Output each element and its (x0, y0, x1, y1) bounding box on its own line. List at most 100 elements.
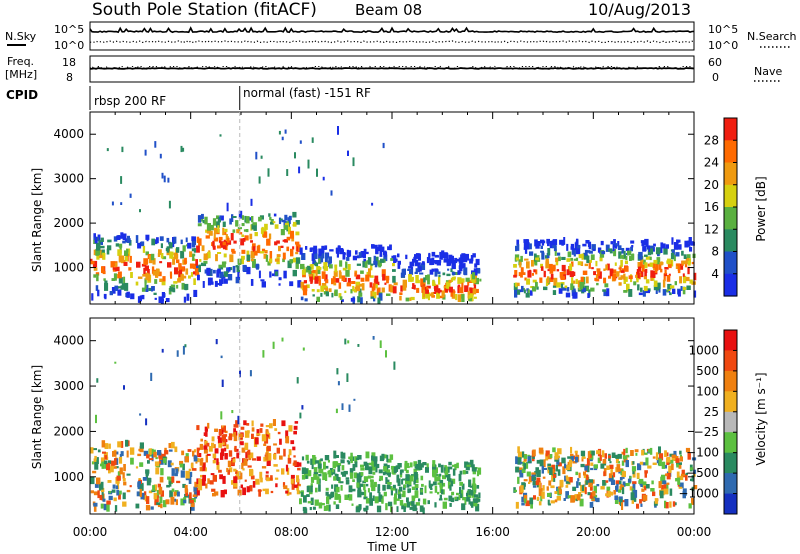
echo-pixel (612, 243, 615, 252)
echo-pixel (532, 279, 537, 283)
echo-pixel (188, 275, 191, 279)
echo-pixel (682, 286, 686, 295)
echo-pixel (444, 470, 449, 475)
echo-pixel (211, 488, 216, 492)
echo-pixel (420, 489, 423, 493)
echo-pixel (384, 282, 387, 285)
echo-pixel (646, 288, 651, 292)
echo-pixel (367, 475, 372, 479)
echo-pixel (143, 267, 146, 276)
echo-pixel (363, 258, 366, 262)
echo-pixel (118, 490, 122, 495)
echo-pixel (318, 258, 321, 264)
echo-pixel (208, 446, 213, 452)
echo-pixel (199, 466, 204, 472)
echo-pixel (193, 236, 196, 242)
echo-pixel (679, 456, 683, 462)
echo-pixel (623, 290, 628, 293)
echo-pixel (408, 266, 413, 269)
echo-pixel (324, 274, 328, 282)
echo-pixel (670, 252, 675, 260)
freq-strip: Freq. [MHz] 18 8 60 0 Nave (5, 55, 782, 84)
echo-pixel (370, 479, 374, 488)
echo-pixel (118, 492, 121, 500)
echo-pixel (377, 260, 382, 267)
echo-pixel (429, 293, 433, 297)
echo-pixel (648, 246, 652, 252)
echo-pixel (588, 259, 592, 263)
echo-pixel (409, 462, 413, 468)
echo-pixel (171, 476, 175, 483)
echo-pixel (322, 176, 325, 181)
echo-pixel (180, 274, 184, 281)
echo-pixel (545, 450, 550, 457)
echo-pixel (148, 458, 154, 461)
echo-pixel (546, 238, 550, 244)
echo-pixel (221, 277, 224, 284)
echo-pixel (151, 454, 154, 462)
echo-pixel (271, 273, 275, 277)
colorbar-tick-label: 20 (704, 178, 719, 192)
echo-pixel (625, 483, 630, 487)
echo-pixel (395, 488, 398, 495)
echo-pixel (145, 504, 151, 511)
echo-pixel (337, 463, 342, 466)
echo-pixel (445, 474, 450, 478)
echo-pixel (286, 236, 291, 241)
echo-pixel (478, 467, 482, 475)
echo-pixel (231, 433, 234, 437)
echo-pixel (376, 287, 381, 296)
echo-pixel (556, 269, 560, 272)
echo-pixel (520, 485, 524, 493)
echo-pixel (169, 490, 173, 498)
echo-pixel (652, 262, 656, 269)
echo-pixel (218, 469, 222, 473)
echo-pixel (374, 256, 379, 264)
echo-pixel (361, 491, 365, 496)
echo-pixel (650, 488, 655, 492)
echo-pixel (399, 470, 403, 475)
echo-pixel (451, 491, 455, 496)
echo-pixel (671, 259, 674, 267)
echo-pixel (358, 288, 362, 296)
echo-pixel (100, 245, 105, 249)
echo-pixel (346, 257, 350, 261)
echo-pixel (538, 501, 542, 506)
echo-pixel (184, 456, 189, 463)
echo-pixel (432, 481, 437, 486)
echo-pixel (515, 245, 517, 252)
echo-pixel (284, 214, 288, 221)
echo-pixel (580, 484, 583, 492)
echo-pixel (362, 260, 365, 268)
echo-pixel (611, 452, 616, 458)
echo-pixel (520, 461, 523, 464)
echo-pixel (357, 344, 360, 347)
echo-pixel (581, 287, 586, 293)
echo-pixel (525, 462, 529, 469)
echo-pixel (372, 283, 376, 291)
echo-pixel (192, 255, 195, 261)
echo-pixel (689, 279, 693, 284)
echo-pixel (259, 215, 264, 220)
echo-pixel (301, 254, 304, 259)
echo-pixel (439, 494, 442, 499)
echo-pixel (645, 290, 650, 294)
echo-pixel (246, 266, 251, 275)
echo-pixel (449, 255, 454, 263)
echo-pixel (261, 248, 266, 251)
echo-pixel (236, 265, 240, 273)
echo-pixel (409, 475, 414, 482)
echo-pixel (387, 482, 392, 485)
echo-pixel (521, 285, 524, 293)
echo-pixel (588, 289, 591, 297)
echo-pixel (244, 442, 249, 450)
echo-pixel (640, 482, 643, 487)
echo-pixel (606, 263, 610, 271)
echo-pixel (352, 479, 355, 482)
echo-pixel (621, 502, 624, 510)
echo-pixel (570, 257, 573, 261)
echo-pixel (365, 505, 369, 510)
freq-label-line2: [MHz] (5, 68, 37, 81)
colorbar-segment (724, 452, 737, 474)
echo-pixel (235, 276, 241, 284)
